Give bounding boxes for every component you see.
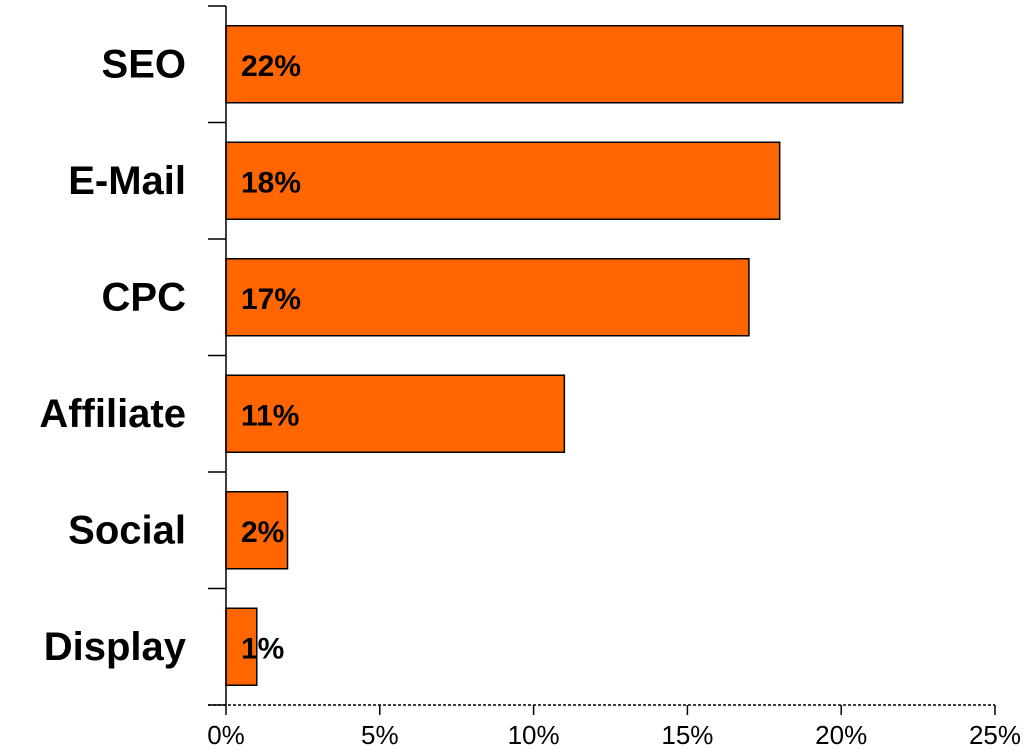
bar-display xyxy=(225,607,258,686)
data-label-seo: 22% xyxy=(241,50,301,83)
x-tick-label: 5% xyxy=(361,720,399,750)
data-label-display: 1% xyxy=(241,632,284,665)
category-label-e-mail: E-Mail xyxy=(68,159,186,203)
bar-affiliate xyxy=(225,374,566,453)
data-label-affiliate: 11% xyxy=(241,399,299,432)
x-tick-label: 15% xyxy=(661,720,713,750)
x-tick-label: 0% xyxy=(207,720,245,750)
bars-layer xyxy=(225,25,904,686)
x-tick-label: 25% xyxy=(969,720,1021,750)
data-label-social: 2% xyxy=(241,516,284,549)
category-label-seo: SEO xyxy=(102,42,186,86)
labels-layer: SEO 22% E-Mail 18% CPC 17% Affiliate 11% Social 2… xyxy=(39,42,1021,750)
bar-e-mail xyxy=(225,141,781,220)
data-label-cpc: 17% xyxy=(241,283,301,316)
category-label-affiliate: Affiliate xyxy=(39,392,186,436)
x-tick-label: 10% xyxy=(508,720,560,750)
x-tick-label: 20% xyxy=(815,720,867,750)
bar-seo xyxy=(225,25,904,104)
bar-cpc xyxy=(225,258,750,337)
bar-social xyxy=(225,491,289,570)
category-label-display: Display xyxy=(44,625,187,669)
category-label-cpc: CPC xyxy=(102,275,186,319)
data-label-e-mail: 18% xyxy=(241,166,301,199)
axes-layer xyxy=(208,5,996,715)
category-label-social: Social xyxy=(68,508,186,552)
